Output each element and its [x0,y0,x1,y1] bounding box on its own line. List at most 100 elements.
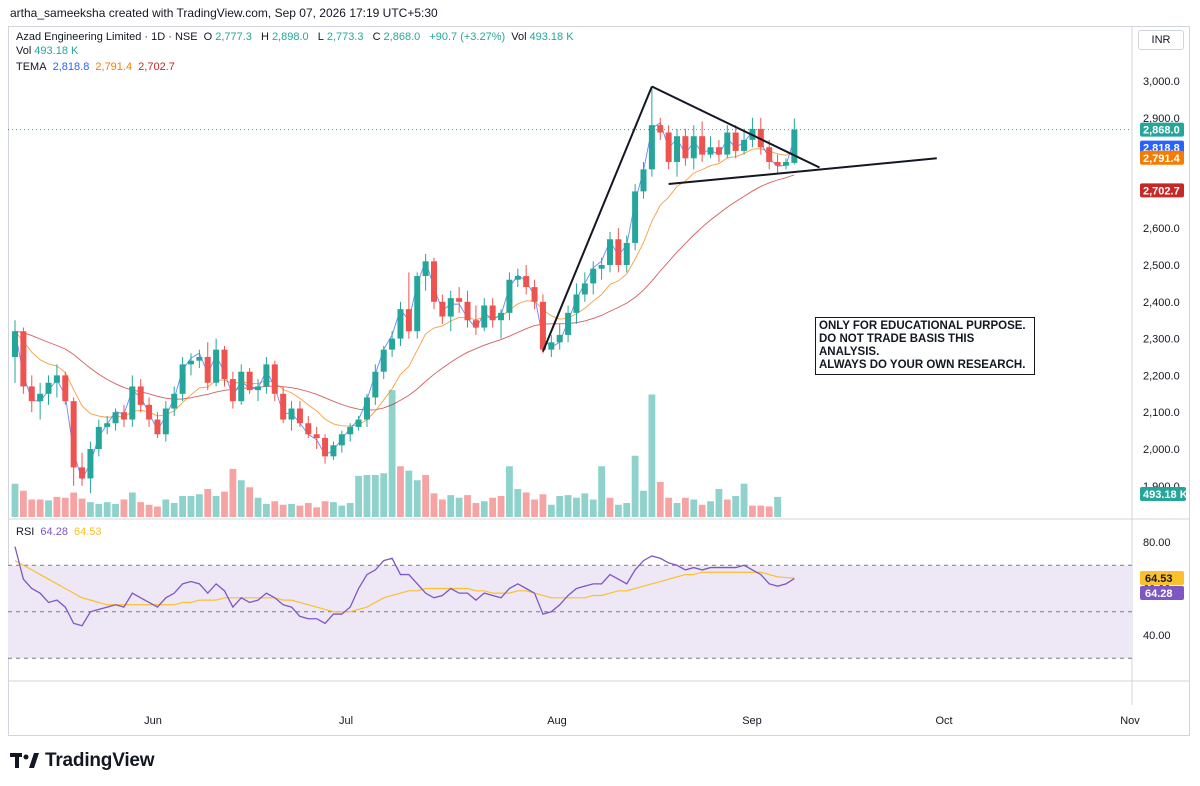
volume-bar [87,502,94,517]
candle-body [741,139,748,151]
candle-body [690,136,697,159]
candle-body [146,404,153,420]
candle-body [162,408,169,435]
volume-bar [61,497,69,517]
volume-legend[interactable]: Vol 493.18 K [16,45,79,57]
volume-bar [162,499,170,517]
tradingview-logo-icon [10,753,39,768]
candle-body [37,393,44,402]
candle-body [229,379,236,402]
candle-body [581,283,588,295]
volume-bar [556,496,564,517]
tema-legend[interactable]: TEMA 2,818.8 2,791.4 2,702.7 [16,61,175,73]
volume-bar [514,489,522,517]
volume-bar [438,499,446,517]
volume-bar [598,466,605,517]
volume-bar [564,495,572,517]
price-badge [1140,183,1184,198]
candle-body [171,393,178,409]
volume-bar [271,501,279,517]
volume-bar [212,496,220,517]
tema-fast-line [14,122,795,482]
candle-body [682,136,689,159]
footer-brand[interactable]: TradingView [10,750,155,772]
volume-bar [723,499,731,517]
rsi-ma-badge-text: 64.53 [1145,573,1173,585]
currency-button[interactable]: INR [1138,30,1184,50]
volume-inline: Vol 493.18 K [511,31,574,43]
note-line-3: ALWAYS DO YOUR OWN RESEARCH. [819,359,1026,371]
candle-body [674,136,681,162]
candle-body [766,147,773,162]
volume-bar [246,487,254,517]
volume-bar [631,455,639,517]
price-tick-label: 2,300.0 [1143,334,1180,346]
volume-bar [665,497,673,517]
trendline [668,157,937,186]
trendline [542,86,653,352]
candle-body [288,408,295,420]
candle-body [355,419,362,427]
volume-bar [179,496,186,517]
volume-bar [522,492,530,517]
volume-bar [70,492,78,517]
candle-body [53,375,60,383]
volume-bar [413,480,421,517]
candle-body [422,261,429,277]
volume-bar [11,483,19,517]
volume-bar [489,497,497,517]
candle-body [640,169,647,192]
volume-bar [137,502,145,517]
volume-bar [506,466,513,517]
time-tick-label: Jun [144,715,162,727]
candle-body [62,375,69,402]
rsi-legend[interactable]: RSI 64.28 64.53 [16,526,102,538]
candle-body [489,305,496,321]
change-value: +90.7 (+3.27%) [429,31,506,43]
volume-bar [103,502,111,517]
candle-body [204,357,211,383]
volume-bar [221,491,228,517]
candle-body [531,287,538,302]
volume-bar [682,497,689,517]
volume-bar [656,482,664,517]
volume-bar [229,468,237,517]
volume-bar [640,490,647,517]
candle-body [330,445,337,457]
price-tick-label: 2,900.0 [1143,113,1180,125]
volume-bar [606,497,614,517]
candle-body [506,279,513,313]
candle-body [397,309,404,339]
volume-bar [204,489,212,517]
volume-bar [388,390,396,517]
tema-slow-line [14,174,795,411]
symbol-name[interactable]: Azad Engineering Limited · 1D · NSE [16,31,198,43]
volume-bar [313,507,321,517]
candle-body [112,412,119,424]
volume-bar [447,495,455,517]
candle-body [648,125,655,170]
volume-bar [623,503,631,517]
volume-bar [338,505,346,517]
candle-body [472,320,479,328]
candle-body [598,265,605,269]
price-tick-label: 2,400.0 [1143,297,1180,309]
time-tick-label: Jul [339,715,353,727]
brand-name: TradingView [45,750,155,771]
candle-body [129,386,136,420]
time-tick-label: Sep [742,715,762,727]
candle-body [238,371,245,402]
volume-bar [422,475,430,517]
rsi-line [14,546,795,627]
volume-bar [614,504,622,517]
candle-body [45,382,52,394]
candle-body [296,408,303,424]
open-value: O 2,777.3 [203,31,252,43]
candle-body [95,426,102,449]
volume-bar [648,394,656,517]
price-tick-label: 2,600.0 [1143,223,1180,235]
volume-bar [263,503,270,517]
volume-bar [774,496,781,517]
candle-body [565,312,572,335]
